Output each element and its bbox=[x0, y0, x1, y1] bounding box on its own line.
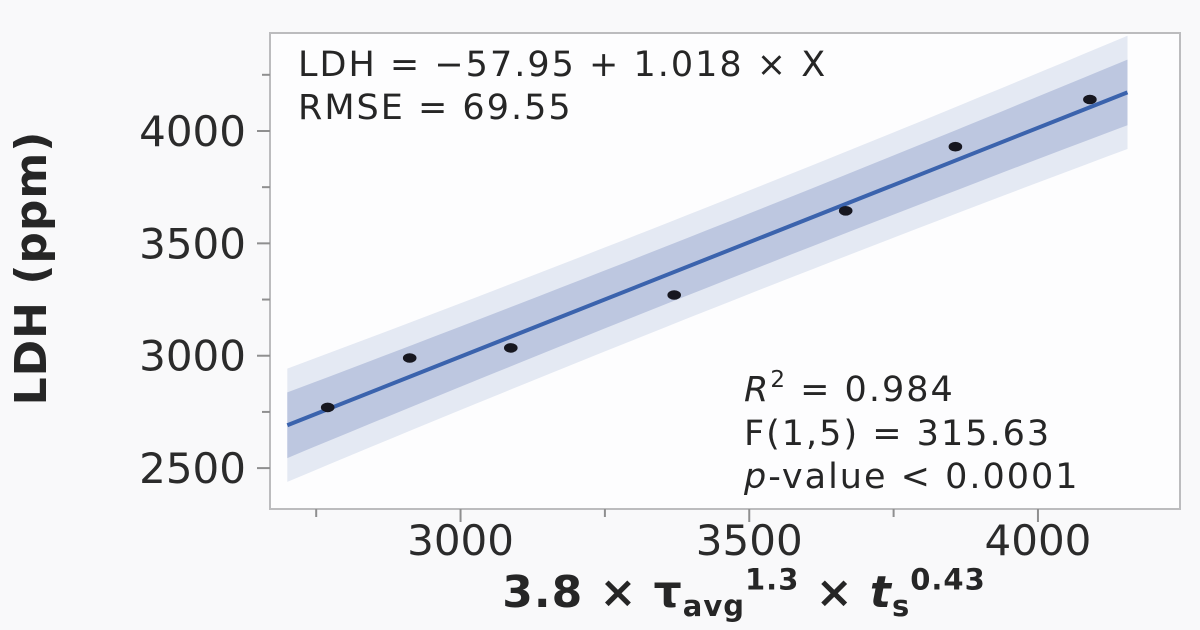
axes-layer: 3000 3500 4000 2500 3000 3500 4000 bbox=[139, 73, 1092, 565]
regression-line bbox=[286, 90, 1129, 428]
data-point bbox=[1083, 94, 1097, 105]
rmse-label: RMSE = 69.55 bbox=[298, 88, 573, 128]
x-tick-label: 3000 bbox=[407, 516, 514, 565]
y-axis-label: LDH (ppm) bbox=[6, 131, 57, 406]
data-point bbox=[948, 141, 963, 152]
y-tick-label: 4000 bbox=[139, 107, 246, 156]
stat-line: R2 = 0.984 bbox=[744, 367, 955, 410]
equation-label: LDH = −57.95 + 1.018 × X bbox=[298, 45, 827, 85]
y-tick-label: 3000 bbox=[139, 332, 246, 381]
data-point bbox=[320, 402, 335, 413]
x-tick-label: 4000 bbox=[985, 516, 1092, 565]
x-axis-label-text: 3.8 × τavg1.3 × ts0.43 bbox=[502, 562, 986, 622]
y-tick-label: 2500 bbox=[139, 444, 246, 493]
x-axis-label: 3.8 × τavg1.3 × ts0.43 bbox=[502, 562, 986, 622]
data-point bbox=[402, 353, 417, 363]
data-point bbox=[667, 290, 681, 300]
regression-line-layer bbox=[286, 90, 1129, 428]
x-tick-label: 3500 bbox=[696, 516, 803, 565]
stat-line: F(1,5) = 315.63 bbox=[744, 414, 1051, 454]
data-point bbox=[504, 343, 518, 353]
data-points-layer bbox=[320, 94, 1097, 413]
data-point bbox=[838, 206, 853, 216]
y-tick-label: 3500 bbox=[139, 219, 246, 268]
stat-line: p-value < 0.0001 bbox=[743, 457, 1080, 497]
